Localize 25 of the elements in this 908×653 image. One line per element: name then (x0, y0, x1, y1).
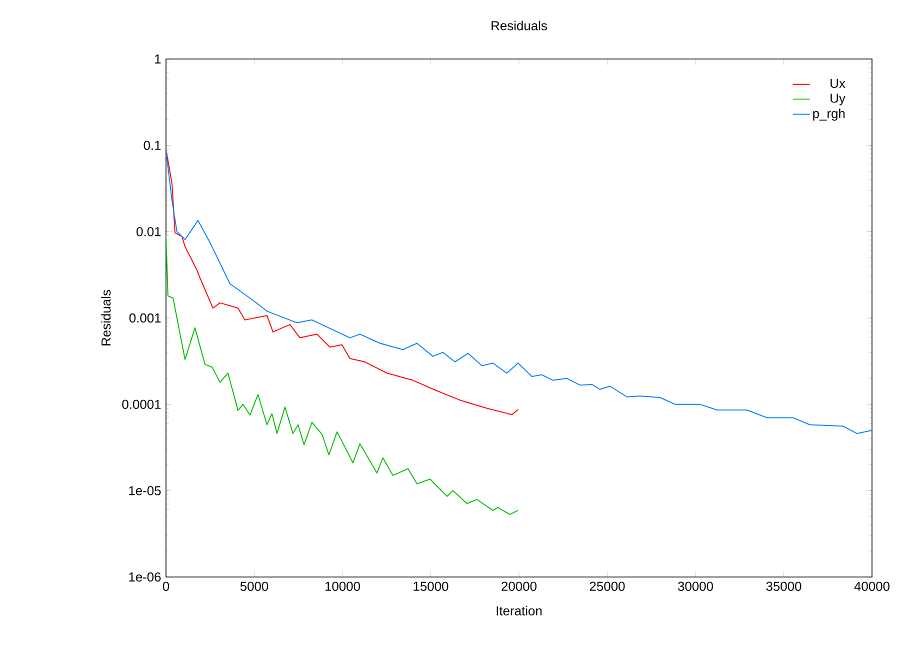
legend-label: Ux (830, 78, 846, 88)
x-tick-label: 25000 (590, 582, 625, 591)
legend-label: p_rgh (813, 108, 845, 121)
x-tick-label: 30000 (678, 582, 714, 591)
legend-label: Uy (830, 94, 846, 106)
x-tick-label: 15000 (414, 582, 448, 591)
y-axis-title: Residuals (101, 290, 111, 346)
y-tick-label: 0.1 (144, 140, 161, 150)
y-tick-label: 1e-06 (129, 572, 161, 582)
line-series (166, 235, 519, 515)
y-tick-label: 1e-05 (129, 486, 161, 496)
x-tick-label: 40000 (854, 582, 890, 591)
x-tick-label: 5000 (240, 582, 268, 591)
y-tick-label: 0.0001 (122, 400, 161, 409)
line-series (166, 148, 519, 416)
x-tick-label: 10000 (325, 582, 360, 591)
x-tick-label: 35000 (766, 582, 802, 591)
x-tick-label: 0 (162, 582, 170, 591)
y-tick-label: 1 (155, 54, 161, 64)
y-tick-label: 0.01 (136, 227, 161, 236)
line-series (166, 150, 872, 434)
chart-title: Residuals (492, 20, 547, 30)
y-tick-label: 0.001 (129, 313, 161, 323)
x-tick-label: 20000 (502, 582, 536, 591)
x-axis-title: Iteration (496, 606, 542, 616)
